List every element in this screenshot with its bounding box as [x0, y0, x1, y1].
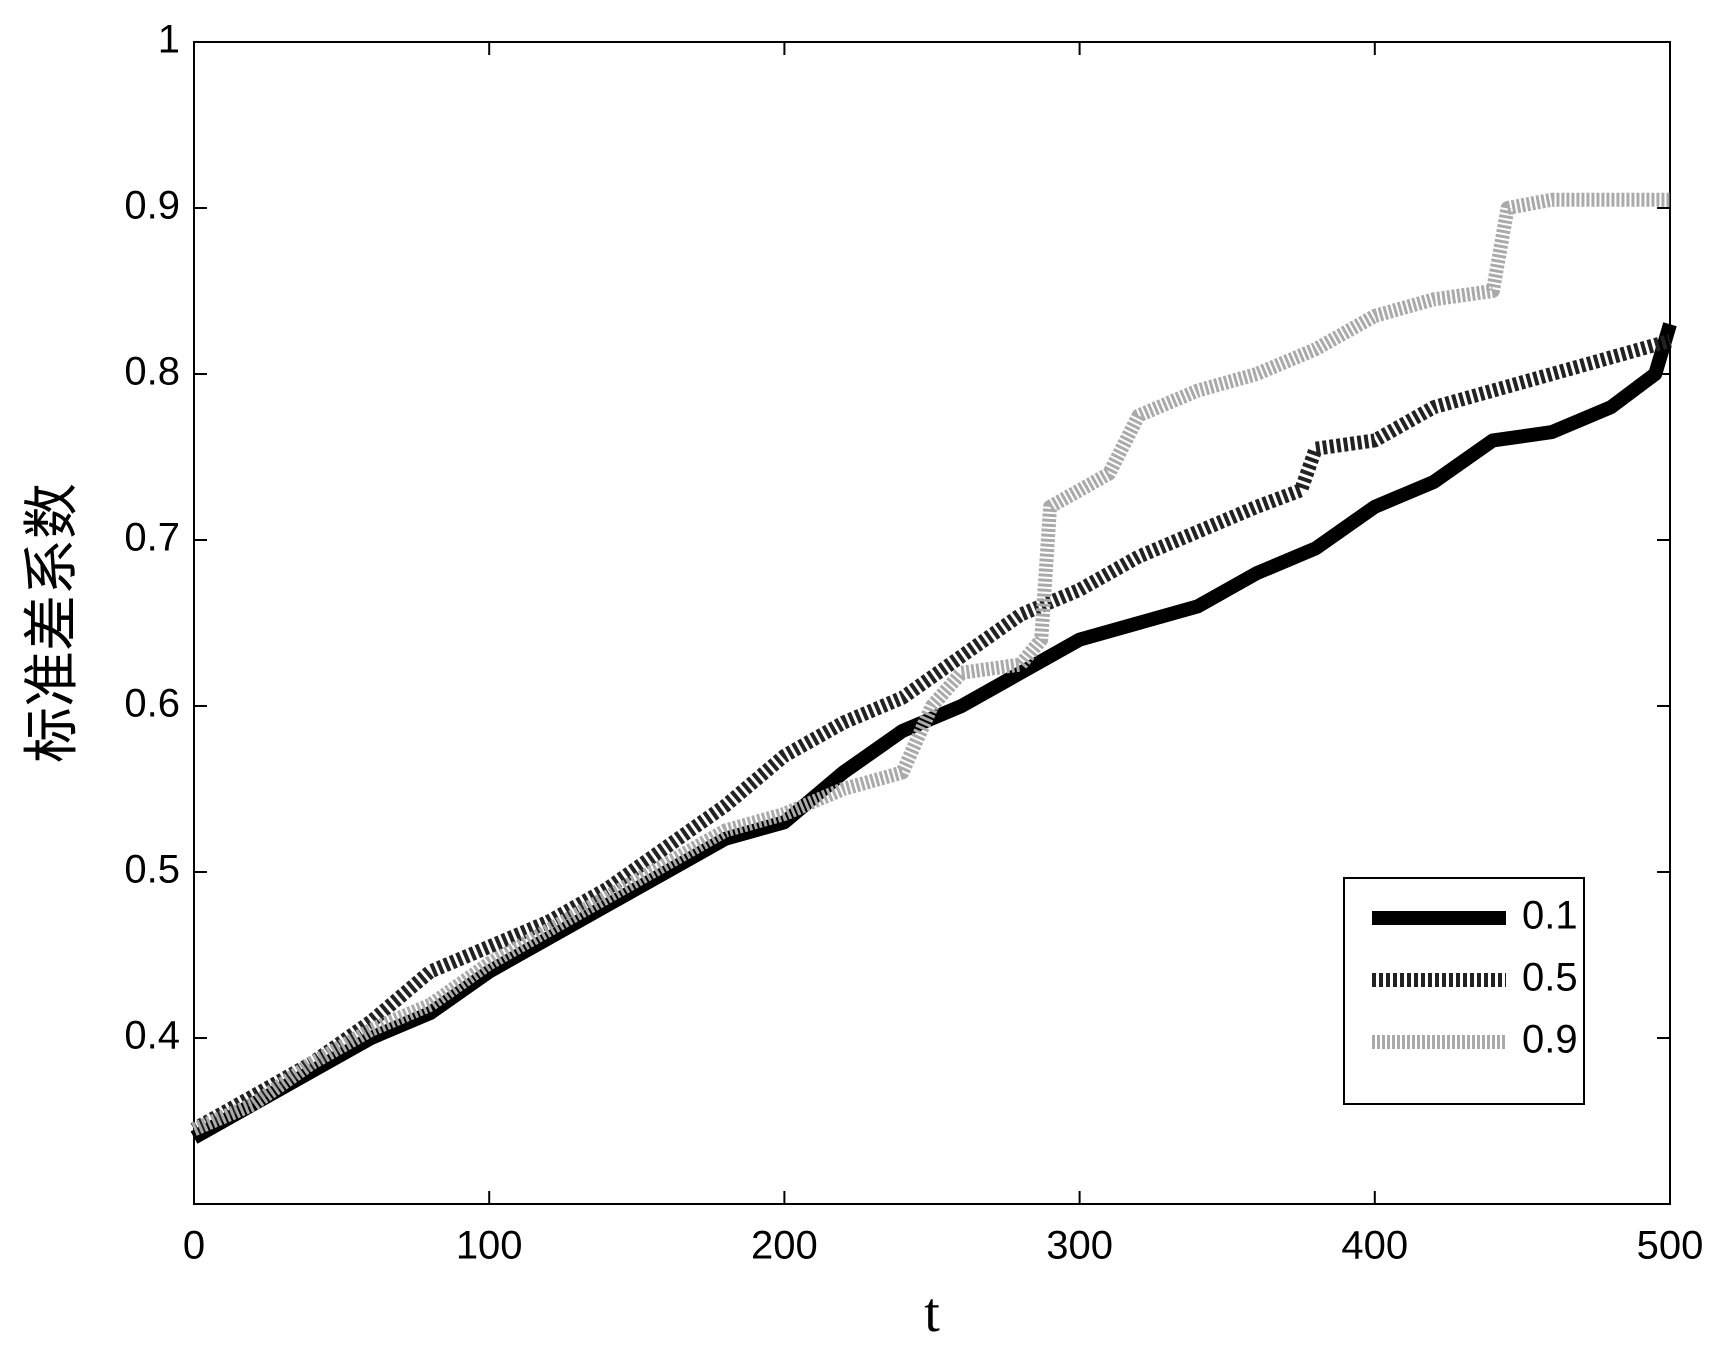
plot-frame [193, 41, 1671, 1205]
y-tick-label: 0.7 [124, 516, 180, 560]
y-tick-label: 0.6 [124, 682, 180, 726]
y-tick-label: 0.9 [124, 184, 180, 228]
legend-label: 0.5 [1522, 956, 1578, 1000]
series-line [191, 192, 1670, 1136]
series-line [190, 334, 1672, 1136]
x-axis-title: t [924, 1282, 940, 1344]
x-tick-label: 200 [751, 1224, 818, 1268]
x-tick-label: 300 [1046, 1224, 1113, 1268]
legend-label: 0.1 [1522, 894, 1578, 938]
y-tick-label: 1 [158, 18, 180, 62]
legend-label: 0.9 [1522, 1018, 1578, 1062]
x-tick-label: 400 [1341, 1224, 1408, 1268]
x-tick-label: 100 [456, 1224, 523, 1268]
y-axis-title: 标准差系数 [22, 483, 84, 763]
x-tick-label: 500 [1637, 1224, 1704, 1268]
y-tick-label: 0.8 [124, 350, 180, 394]
y-tick-label: 0.5 [124, 848, 180, 892]
x-tick-label: 0 [183, 1224, 205, 1268]
y-tick-label: 0.4 [124, 1014, 180, 1058]
